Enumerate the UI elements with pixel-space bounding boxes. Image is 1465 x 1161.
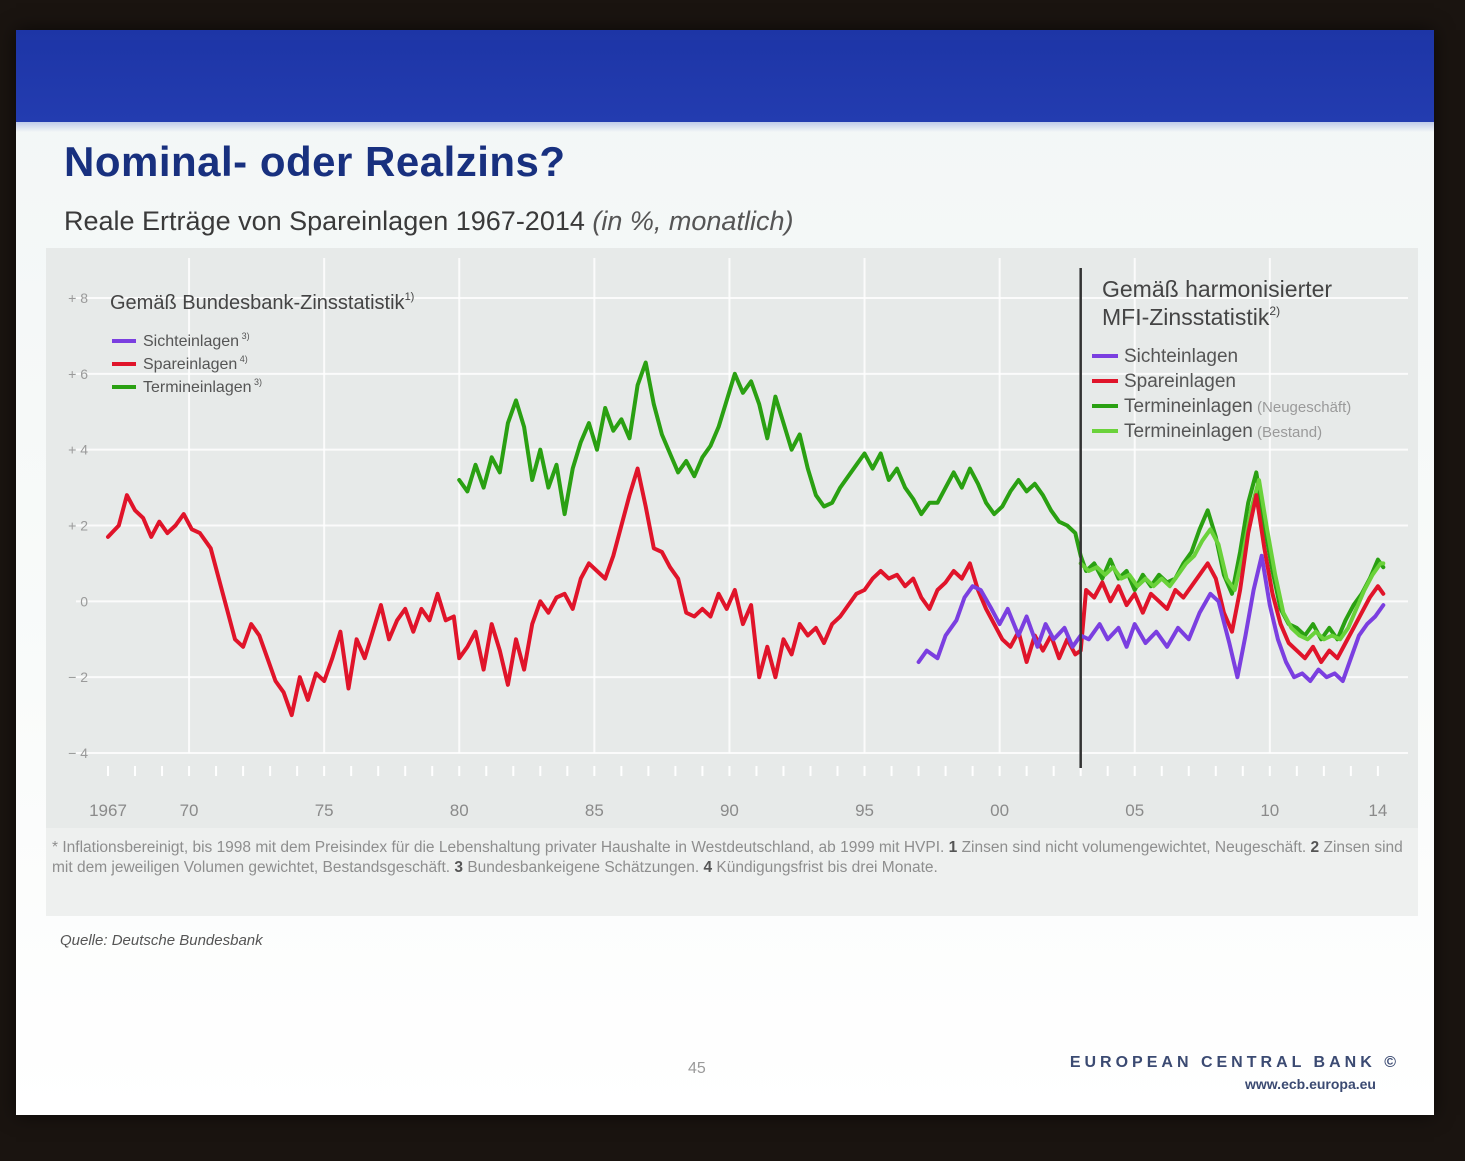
left-header: Gemäß Bundesbank-Zinsstatistik1) <box>110 291 414 314</box>
x-tick-label: 80 <box>450 801 469 820</box>
x-tick-label: 00 <box>990 801 1009 820</box>
series-line-termin <box>457 360 1386 642</box>
source-note: Quelle: Deutsche Bundesbank <box>60 932 263 949</box>
series-line-termin_bestand <box>1078 478 1386 642</box>
x-tick-label: 14 <box>1368 801 1387 820</box>
x-tick-label: 05 <box>1125 801 1144 820</box>
legend-label-left: Termineinlagen 3) <box>143 377 262 396</box>
legend-label-left: Spareinlagen 4) <box>143 354 248 373</box>
footnote-4-num: 4 <box>703 859 713 876</box>
x-tick-label: 85 <box>585 801 604 820</box>
footnote-3-num: 3 <box>454 859 463 876</box>
chart-axes: + 8 + 6 + 4 + 2 0 − 2 − 4 1967 70 75 80 85 90 95 00 05 1… <box>68 268 1387 820</box>
legend-label-right: Sichteinlagen <box>1124 346 1238 367</box>
footnote-star: * Inflationsbereinigt, bis 1998 mit dem … <box>52 839 945 856</box>
legend-label-left: Sichteinlagen 3) <box>143 331 250 350</box>
page-number: 45 <box>688 1060 706 1077</box>
legend-label-right: Termineinlagen (Neugeschäft) <box>1124 396 1351 417</box>
chart-series <box>106 360 1386 718</box>
slide-title: Nominal- oder Realzins? <box>64 138 566 185</box>
header-bar-fade <box>16 122 1434 132</box>
footnote-2-num: 2 <box>1310 839 1320 856</box>
chart-panel: + 8 + 6 + 4 + 2 0 − 2 − 4 1967 70 75 80 85 90 95 00 05 1… <box>46 248 1418 828</box>
ecb-footer-url: www.ecb.europa.eu <box>1245 1076 1376 1092</box>
y-tick-label: − 4 <box>68 745 88 761</box>
footnote-1: Zinsen sind nicht volumengewichtet, Neug… <box>961 839 1307 856</box>
y-tick-label: + 4 <box>68 442 88 458</box>
x-tick-label: 95 <box>855 801 874 820</box>
chart-legend: Gemäß Bundesbank-Zinsstatistik1) Gemäß h… <box>110 276 1351 442</box>
slide: Nominal- oder Realzins? Reale Erträge vo… <box>16 30 1434 1115</box>
x-tick-label: 10 <box>1260 801 1279 820</box>
slide-subtitle: Reale Erträge von Spareinlagen 1967-2014… <box>64 206 793 237</box>
subtitle-main: Reale Erträge von Spareinlagen 1967-2014 <box>64 206 585 236</box>
y-tick-label: − 2 <box>68 669 88 685</box>
series-line-sicht <box>916 553 1386 683</box>
legend-label-right: Spareinlagen <box>1124 371 1236 392</box>
series-line-spar <box>106 466 1386 718</box>
footnote-4: Kündigungsfrist bis drei Monate. <box>716 859 938 876</box>
footnote-1-num: 1 <box>948 839 958 856</box>
right-header-line1: Gemäß harmonisierter <box>1102 276 1332 302</box>
subtitle-unit: (in %, monatlich) <box>592 206 794 236</box>
y-tick-label: + 8 <box>68 290 88 306</box>
legend-label-right: Termineinlagen (Bestand) <box>1124 421 1322 442</box>
y-tick-label: + 6 <box>68 366 88 382</box>
line-chart: + 8 + 6 + 4 + 2 0 − 2 − 4 1967 70 75 80 85 90 95 00 05 1… <box>68 258 1408 820</box>
footnote-3: Bundesbankeigene Schätzungen. <box>467 859 700 876</box>
x-tick-label: 1967 <box>89 801 127 820</box>
x-tick-label: 75 <box>315 801 334 820</box>
y-tick-label: + 2 <box>68 518 88 534</box>
y-tick-label: 0 <box>80 593 88 609</box>
right-header-line2: MFI-Zinsstatistik2) <box>1102 304 1280 330</box>
footnote-panel: * Inflationsbereinigt, bis 1998 mit dem … <box>46 828 1418 916</box>
slide-header-bar <box>16 30 1434 122</box>
footnote: * Inflationsbereinigt, bis 1998 mit dem … <box>52 838 1407 878</box>
footnote-2: Zinsen sind mit dem jeweiligen Volumen g… <box>52 839 1403 876</box>
x-tick-label: 90 <box>720 801 739 820</box>
x-tick-label: 70 <box>180 801 199 820</box>
ecb-footer-org: EUROPEAN CENTRAL BANK © <box>1069 1054 1400 1071</box>
